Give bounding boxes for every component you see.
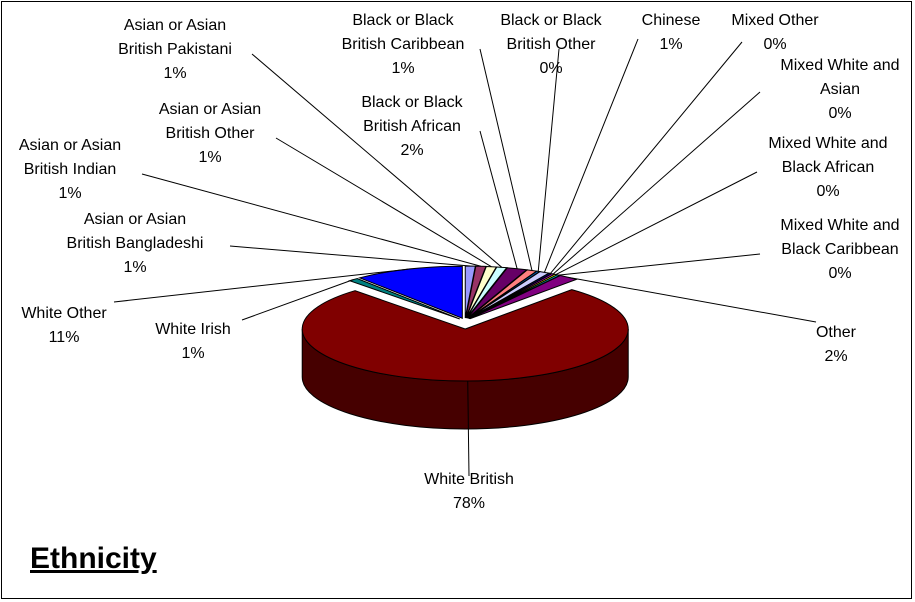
leader-line-asian-or-asian-british-indian [141,173,481,267]
leader-line-asian-or-asian-british-bangladeshi [229,245,471,267]
data-label-line: British Other [507,36,597,53]
data-label-line: 0% [816,183,839,200]
data-label-white-irish: White Irish 1% [155,321,231,362]
data-label-line: Black Caribbean [781,241,898,258]
data-label-line: Other [816,324,857,341]
data-label-line: 1% [123,259,146,276]
leader-line-mixed-white-and-black-caribbean [558,253,761,276]
slice-asian-or-asian-british-pakistani [466,266,508,319]
data-label-mixed-white-and-asian: Mixed White and Asian 0% [780,57,899,122]
leader-line-black-or-black-british-caribbean [479,48,533,271]
leader-line-white-british [467,380,470,477]
data-label-chinese: Chinese 1% [642,12,701,53]
data-label-black-or-black-british-african: Black or Black British African 2% [361,94,463,159]
data-label-line: Chinese [642,12,701,29]
data-label-line: White Irish [155,321,231,338]
data-label-line: Black or Black [352,12,454,29]
slice-other [469,275,578,320]
data-label-mixed-white-and-black-african: Mixed White and Black African 0% [768,135,887,200]
data-label-line: 0% [539,60,562,77]
data-label-asian-or-asian-british-indian: Asian or Asian British Indian 1% [19,137,121,202]
data-label-mixed-other: Mixed Other 0% [731,12,819,53]
leader-line-asian-or-asian-british-pakistani [251,53,503,268]
data-label-asian-or-asian-british-bangladeshi: Asian or Asian British Bangladeshi 1% [67,211,204,276]
data-label-line: Black African [782,159,874,176]
leader-line-black-or-black-british-other [537,48,560,272]
data-label-line: 0% [828,265,851,282]
data-label-line: 78% [453,495,485,512]
data-label-mixed-white-and-black-caribbean: Mixed White and Black Caribbean 0% [780,217,899,282]
data-label-line: White Other [21,305,107,322]
data-label-line: 2% [400,142,423,159]
data-label-asian-or-asian-british-pakistani: Asian or Asian British Pakistani 1% [118,17,232,82]
leader-line-other [568,276,817,323]
data-label-other: Other 2% [816,324,857,365]
leader-line-mixed-other [550,41,743,274]
data-label-line: Black or Black [500,12,602,29]
slice-white-british [301,289,629,382]
data-label-black-or-black-british-caribbean: Black or Black British Caribbean 1% [342,12,465,77]
leader-line-chinese [543,38,639,273]
data-label-line: Mixed White and [780,57,899,74]
data-label-line: British Indian [24,161,117,178]
leader-line-white-irish [241,279,354,321]
leader-line-white-other [113,268,408,303]
data-label-line: 1% [659,36,682,53]
leader-line-black-or-black-british-african [479,130,518,269]
data-label-line: Asian or Asian [159,101,261,118]
data-label-line: Mixed White and [780,217,899,234]
data-label-line: 11% [49,329,80,346]
data-label-line: Asian or Asian [84,211,186,228]
data-label-line: 1% [198,149,221,166]
leader-line-mixed-white-and-black-african [555,171,758,276]
data-label-line: 0% [828,105,851,122]
data-label-line: British Other [166,125,256,142]
leader-line-mixed-white-and-asian [552,91,761,275]
data-label-line: Asian [820,81,860,98]
data-label-line: Asian or Asian [19,137,121,154]
data-label-line: British African [363,118,461,135]
data-label-line: British Pakistani [118,41,232,58]
pie-tops [301,265,629,382]
data-label-line: Mixed White and [768,135,887,152]
leader-lines [113,38,817,477]
slice-black-or-black-british-african [467,267,528,319]
data-label-line: 0% [763,36,786,53]
data-label-line: Mixed Other [731,12,819,29]
data-label-white-other: White Other 11% [21,305,107,346]
data-label-line: 1% [58,185,81,202]
data-label-line: Asian or Asian [124,17,226,34]
data-label-line: 1% [391,60,414,77]
data-label-line: 1% [163,65,186,82]
data-label-line: 1% [181,345,204,362]
data-label-black-or-black-british-other: Black or Black British Other 0% [500,12,602,77]
data-label-asian-or-asian-british-other: Asian or Asian British Other 1% [159,101,261,166]
data-label-line: British Caribbean [342,36,465,53]
data-label-line: British Bangladeshi [67,235,204,252]
data-labels: Asian or Asian British Bangladeshi 1%Asian… [19,12,900,512]
data-label-line: White British [424,471,514,488]
leader-line-asian-or-asian-british-other [275,137,492,268]
data-label-white-british: White British 78% [424,471,514,512]
page-title: Ethnicity [30,542,157,575]
slice-white-other [358,265,463,319]
data-label-line: 2% [824,348,847,365]
data-label-line: Black or Black [361,94,463,111]
